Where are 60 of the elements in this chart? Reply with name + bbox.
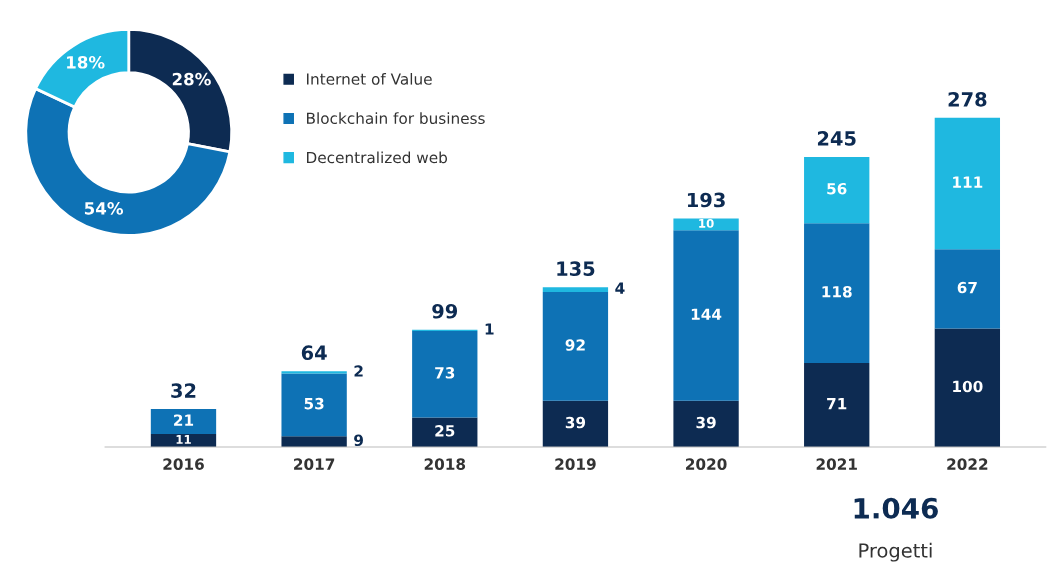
bar: [542, 287, 609, 292]
data-label: 1: [485, 323, 494, 335]
data-label: 21: [174, 414, 194, 426]
total-label: 278: [948, 91, 987, 107]
bar: [804, 223, 870, 363]
bar: [673, 400, 739, 447]
legend-label: Internet of Value: [307, 72, 432, 85]
data-label: 56: [827, 182, 847, 195]
x-tick-label: 2019: [555, 458, 596, 470]
data-label: 28%: [172, 72, 211, 86]
bar: [542, 400, 609, 447]
x-tick-label: 2022: [947, 458, 988, 470]
data-label: 4: [615, 282, 625, 294]
bar: [412, 417, 478, 447]
data-label: 9: [354, 434, 363, 447]
total-label: 193: [687, 192, 725, 208]
bar: [281, 371, 347, 374]
bar: [804, 362, 870, 447]
data-label: 54%: [84, 202, 124, 215]
data-label: 67: [957, 281, 977, 294]
total-label: 99: [432, 303, 458, 319]
data-label: 10: [699, 218, 714, 228]
bar: [934, 249, 1001, 329]
data-label: 71: [827, 398, 847, 410]
total-label: 32: [171, 383, 196, 398]
data-label: 100: [953, 380, 983, 393]
text: 1.046: [854, 497, 938, 519]
data-label: 73: [435, 367, 455, 379]
data-label: 118: [822, 285, 852, 298]
legend-label: Decentralized web: [307, 151, 448, 164]
bar: [281, 436, 347, 447]
total-label: 245: [817, 131, 856, 146]
x-tick-label: 2016: [163, 458, 204, 470]
bar: [281, 373, 347, 437]
data-label: 53: [304, 397, 324, 410]
x-tick-label: 2020: [686, 458, 727, 470]
text: Progetti: [859, 542, 932, 562]
x-tick-label: 2018: [424, 458, 466, 470]
bar: [934, 117, 1001, 250]
bar: [150, 409, 217, 434]
data-label: 18%: [67, 56, 105, 69]
data-label: 11: [176, 435, 191, 444]
x-tick-label: 2017: [294, 458, 335, 470]
bar: [804, 156, 870, 224]
x-tick-label: 2021: [816, 458, 857, 470]
data-label: 25: [435, 425, 455, 437]
data-label: 39: [696, 416, 716, 429]
bar: [673, 218, 739, 231]
data-label: 144: [691, 308, 722, 320]
total-label: 135: [557, 261, 595, 276]
total-label: 64: [301, 345, 327, 361]
data-label: 39: [565, 416, 586, 429]
bar: [542, 291, 609, 401]
bar: [673, 230, 739, 401]
data-label: 92: [565, 339, 585, 351]
bar: [412, 330, 478, 418]
data-label: 111: [953, 176, 983, 188]
data-label: 2: [354, 365, 363, 377]
bar: [934, 328, 1001, 447]
legend-label: Blockchain for business: [307, 112, 485, 125]
